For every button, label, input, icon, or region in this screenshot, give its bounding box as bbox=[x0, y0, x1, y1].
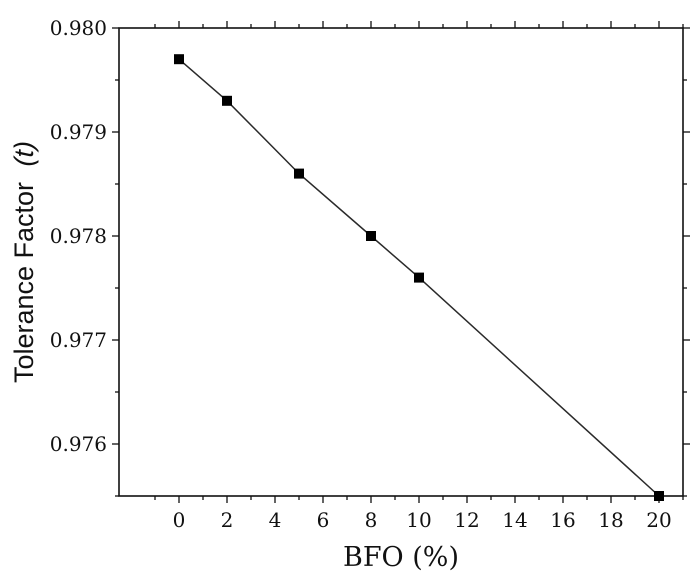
plot-frame bbox=[118, 27, 684, 497]
y-tick-label: 0.979 bbox=[50, 120, 107, 144]
data-point-square-marker bbox=[366, 231, 376, 241]
y-axis-title-symbol: (t) bbox=[9, 141, 39, 166]
x-tick-label: 4 bbox=[269, 508, 282, 532]
x-tick-label: 8 bbox=[365, 508, 378, 532]
x-tick-label: 20 bbox=[646, 508, 671, 532]
data-point-square-marker bbox=[414, 272, 424, 283]
y-tick-label: 0.976 bbox=[50, 432, 107, 456]
y-tick-label: 0.977 bbox=[50, 328, 107, 352]
data-point-square-marker bbox=[294, 168, 304, 179]
y-tick-label: 0.978 bbox=[50, 224, 107, 248]
series-layer bbox=[174, 54, 664, 501]
data-point-square-marker bbox=[174, 54, 184, 65]
x-axis-title: BFO (%) bbox=[343, 542, 459, 573]
series-line bbox=[178, 58, 660, 497]
x-axis-ticks: 0 2 4 6 8 10 12 14 16 18 20 bbox=[154, 21, 684, 532]
y-axis-title: Tolerance Factor (t) bbox=[9, 141, 39, 383]
x-tick-label: 14 bbox=[502, 508, 527, 532]
data-point-square-marker bbox=[222, 95, 232, 106]
y-tick-label: 0.980 bbox=[50, 16, 107, 40]
x-tick-label: 2 bbox=[221, 508, 234, 532]
data-point-square-marker bbox=[654, 491, 664, 501]
x-tick-label: 10 bbox=[406, 508, 431, 532]
y-axis-title-text: Tolerance Factor bbox=[9, 182, 39, 383]
x-tick-label: 12 bbox=[454, 508, 479, 532]
x-tick-label: 16 bbox=[550, 508, 575, 532]
y-axis-ticks: 0.976 0.977 0.978 0.979 0.980 bbox=[50, 16, 690, 497]
x-tick-label: 0 bbox=[173, 508, 186, 532]
x-tick-label: 6 bbox=[317, 508, 330, 532]
x-tick-label: 18 bbox=[598, 508, 623, 532]
